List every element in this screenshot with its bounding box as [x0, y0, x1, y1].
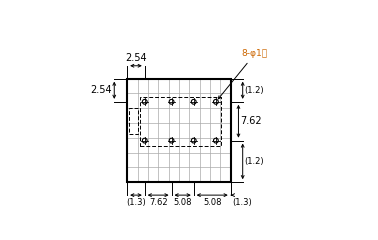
Text: (1.3): (1.3): [232, 198, 252, 207]
Text: 7.62: 7.62: [149, 198, 167, 207]
Bar: [129, 108, 138, 134]
Bar: [140, 97, 220, 146]
Text: 5.08: 5.08: [203, 198, 222, 207]
Text: 7.62: 7.62: [240, 116, 262, 126]
Text: (1.3): (1.3): [126, 198, 146, 207]
Bar: [127, 79, 231, 182]
Text: 2.54: 2.54: [90, 85, 112, 95]
Text: 2.54: 2.54: [125, 53, 147, 63]
Text: (1.2): (1.2): [244, 157, 264, 166]
Text: (1.2): (1.2): [244, 86, 264, 95]
Text: 5.08: 5.08: [174, 198, 192, 207]
Text: 8-φ1穴: 8-φ1穴: [218, 49, 268, 99]
